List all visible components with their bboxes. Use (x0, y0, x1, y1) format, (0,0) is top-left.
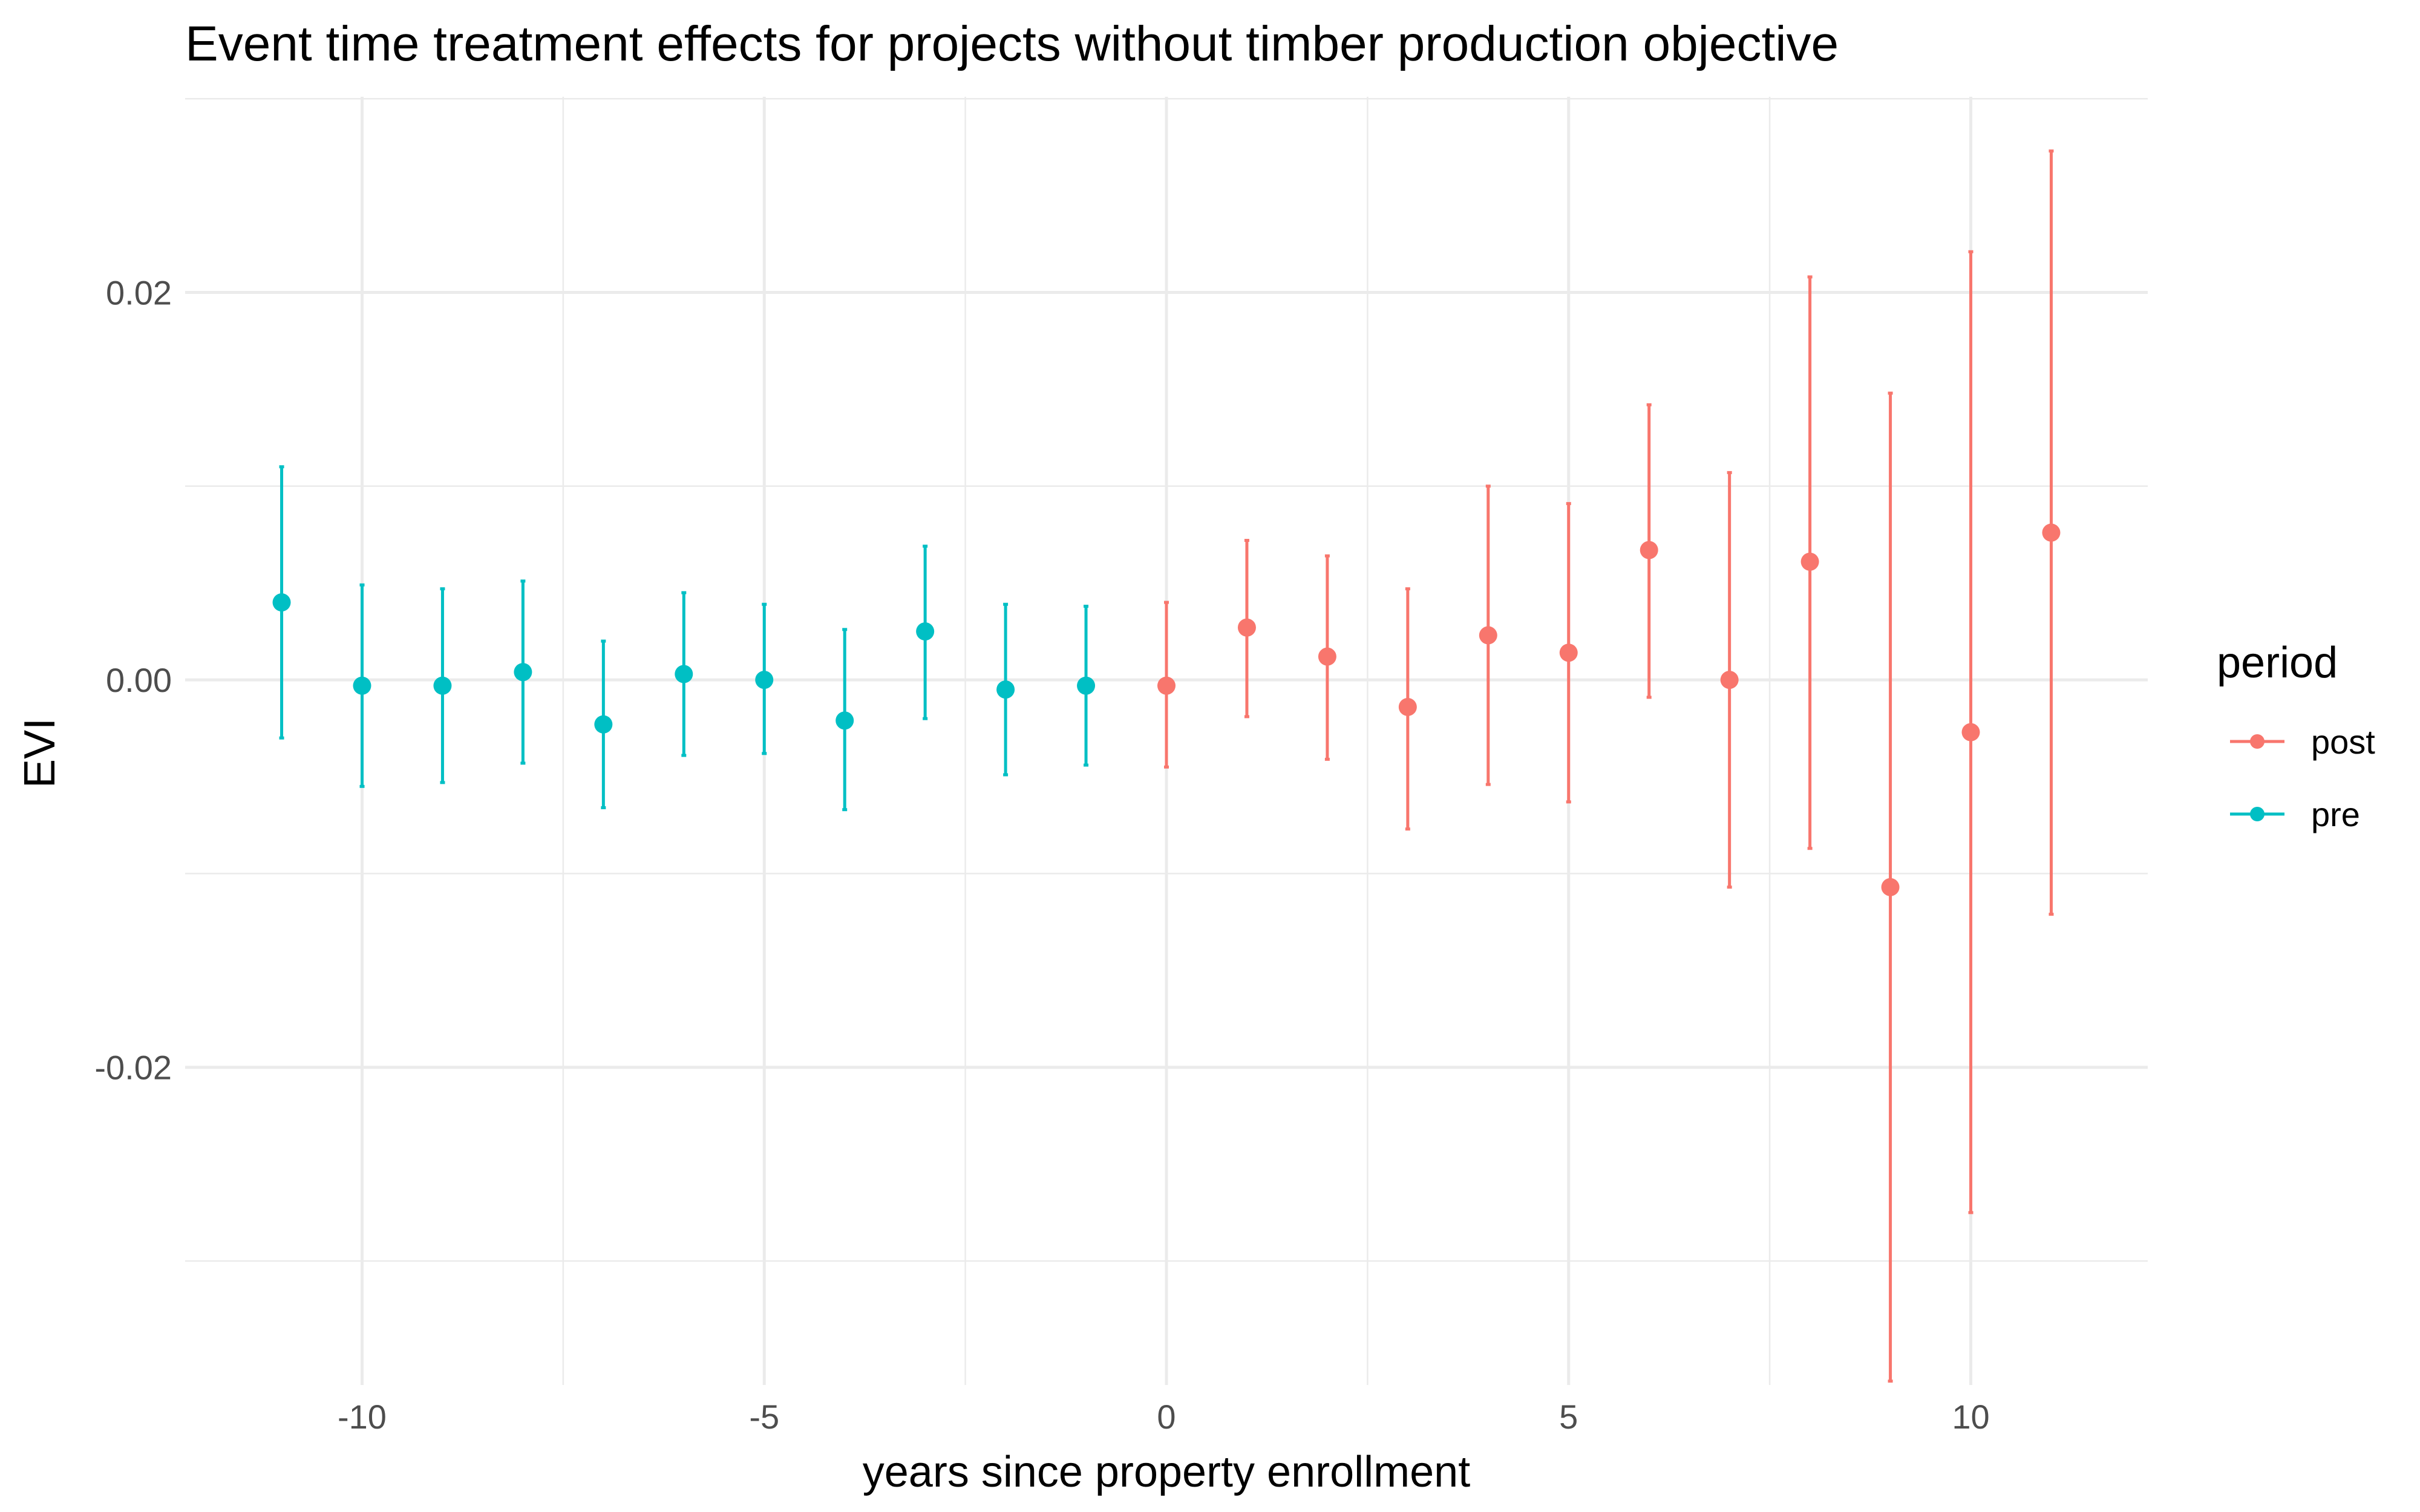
x-tick-label: -5 (749, 1398, 779, 1436)
legend-item-post: post (2230, 723, 2375, 761)
series-pre (272, 465, 1096, 812)
y-axis-title: EVI (16, 718, 64, 788)
x-tick-label: 10 (1952, 1398, 1989, 1436)
legend-label-post: post (2311, 723, 2375, 761)
x-axis-ticks: -10 -5 0 5 10 (338, 1398, 1990, 1436)
legend-label-pre: pre (2311, 795, 2360, 833)
point-pre (755, 671, 774, 689)
point-post (1237, 618, 1256, 637)
y-axis-ticks: 0.02 0.00 -0.02 (94, 274, 172, 1087)
point-post (1559, 644, 1578, 662)
x-tick-label: -10 (338, 1398, 387, 1436)
series-post (1157, 149, 2061, 1383)
point-pre (996, 680, 1015, 699)
point-pre (916, 622, 935, 641)
point-pre (433, 676, 452, 695)
point-pre (353, 676, 371, 695)
point-pre (675, 665, 693, 683)
point-pre (594, 715, 613, 734)
point-pre (272, 593, 291, 611)
x-tick-label: 0 (1157, 1398, 1176, 1436)
point-post (2042, 523, 2061, 542)
y-tick-label: 0.00 (106, 661, 172, 699)
chart-title: Event time treatment effects for project… (185, 16, 1839, 71)
point-post (1157, 676, 1176, 695)
point-post (1881, 878, 1900, 896)
x-tick-label: 5 (1559, 1398, 1578, 1436)
point-post (1800, 552, 1819, 571)
point-post (1720, 671, 1739, 689)
y-tick-label: -0.02 (94, 1049, 172, 1087)
point-post (1398, 697, 1417, 716)
point-post (1318, 647, 1336, 666)
legend: period post pre (2217, 639, 2375, 833)
point-post (1640, 541, 1658, 559)
point-post (1961, 723, 1980, 741)
x-axis-title: years since property enrollment (863, 1448, 1470, 1496)
plot-data (272, 149, 2061, 1383)
point-post (1479, 626, 1497, 645)
point-pre (836, 711, 854, 730)
y-tick-label: 0.02 (106, 274, 172, 312)
point-pre (514, 663, 532, 682)
legend-item-pre: pre (2230, 795, 2360, 833)
legend-key-post-point (2250, 734, 2265, 749)
legend-key-pre-point (2250, 807, 2265, 821)
point-pre (1077, 676, 1096, 695)
legend-title: period (2217, 639, 2338, 687)
